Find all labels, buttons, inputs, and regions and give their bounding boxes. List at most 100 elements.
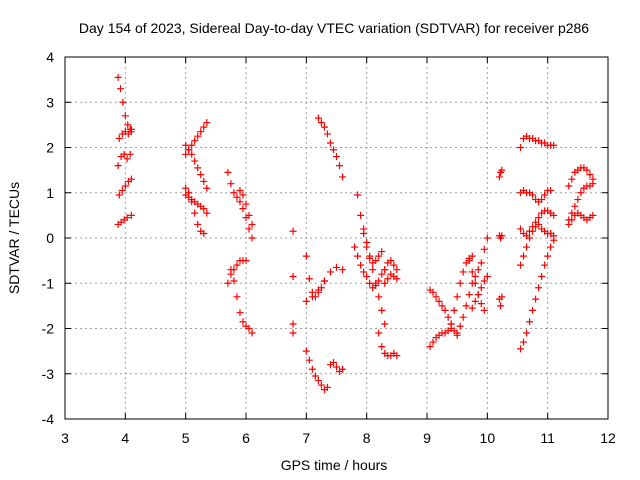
data-point: [459, 268, 467, 276]
data-point: [523, 243, 531, 251]
data-point: [435, 297, 443, 305]
data-point: [121, 182, 129, 190]
data-point: [314, 114, 322, 122]
data-point: [432, 293, 440, 301]
data-point: [444, 313, 452, 321]
data-point: [314, 286, 322, 294]
data-point: [242, 257, 250, 265]
data-point: [194, 164, 202, 172]
data-point: [465, 291, 473, 299]
data-point: [194, 220, 202, 228]
data-point: [227, 180, 235, 188]
data-point: [366, 252, 374, 260]
data-point: [248, 234, 256, 242]
data-point: [323, 383, 331, 391]
series-track-24: [381, 257, 401, 274]
data-point: [114, 162, 122, 170]
data-point: [538, 272, 546, 280]
data-point: [336, 162, 344, 170]
data-point: [571, 202, 579, 210]
data-point: [517, 261, 525, 269]
data-point: [320, 277, 328, 285]
data-point: [589, 211, 597, 219]
data-point: [333, 153, 340, 161]
y-tick-label: -4: [42, 411, 55, 427]
data-point: [302, 297, 310, 305]
data-point: [354, 191, 362, 199]
data-point: [308, 365, 316, 373]
data-point: [320, 123, 328, 131]
data-point: [123, 155, 131, 163]
series-track-11: [236, 186, 256, 228]
data-point: [333, 263, 340, 271]
data-point: [480, 306, 488, 314]
series-track-25: [381, 270, 401, 287]
series-track-42: [565, 209, 597, 228]
data-point: [200, 205, 208, 213]
data-point: [547, 186, 555, 194]
data-point: [357, 211, 365, 219]
data-point: [245, 211, 253, 219]
data-point: [535, 284, 543, 292]
data-point: [236, 198, 244, 206]
data-point: [289, 320, 297, 328]
data-point: [498, 232, 506, 240]
data-point: [239, 318, 247, 326]
data-point: [497, 302, 505, 310]
data-point: [520, 338, 528, 346]
data-point: [120, 150, 128, 158]
data-point: [354, 252, 362, 260]
data-point: [114, 73, 122, 81]
series-track-38: [517, 220, 558, 269]
data-point: [124, 121, 132, 129]
x-tick-label: 4: [121, 430, 129, 446]
data-point: [245, 325, 253, 332]
data-point: [483, 234, 491, 242]
data-point: [520, 252, 528, 260]
data-point: [438, 302, 446, 310]
data-point: [182, 141, 190, 149]
data-point: [317, 119, 325, 127]
data-point: [127, 125, 135, 133]
data-point: [541, 191, 549, 199]
data-point: [378, 270, 386, 278]
data-point: [363, 272, 371, 280]
x-tick-label: 7: [302, 430, 310, 446]
data-point: [194, 132, 202, 140]
data-point: [474, 291, 482, 299]
data-point: [577, 189, 585, 197]
data-point: [453, 329, 461, 337]
data-point: [495, 173, 503, 181]
data-point: [447, 320, 455, 328]
data-point: [115, 191, 123, 199]
series-track-33: [495, 232, 506, 242]
data-point: [339, 173, 347, 181]
data-point: [233, 193, 241, 201]
x-tick-label: 9: [423, 430, 431, 446]
data-point: [453, 293, 461, 301]
series-track-13: [227, 266, 256, 337]
data-point: [197, 171, 205, 179]
data-point: [188, 150, 196, 158]
y-tick-label: -2: [42, 321, 55, 337]
data-point: [471, 272, 479, 280]
data-point: [568, 175, 576, 183]
data-point: [381, 279, 389, 287]
data-point: [236, 309, 244, 317]
x-tick-label: 5: [182, 430, 190, 446]
data-point: [526, 234, 534, 242]
data-point: [583, 166, 591, 174]
data-point: [366, 279, 374, 287]
series-track-22: [351, 243, 389, 292]
data-point: [550, 211, 558, 219]
series-track-40: [565, 164, 597, 190]
data-point: [532, 295, 540, 303]
data-point: [118, 186, 126, 194]
chart-title: Day 154 of 2023, Sidereal Day-to-day VTE…: [79, 20, 589, 36]
data-point: [245, 225, 253, 233]
data-point: [127, 175, 135, 183]
data-point: [329, 358, 337, 366]
data-point: [456, 322, 464, 330]
data-point: [363, 239, 371, 247]
